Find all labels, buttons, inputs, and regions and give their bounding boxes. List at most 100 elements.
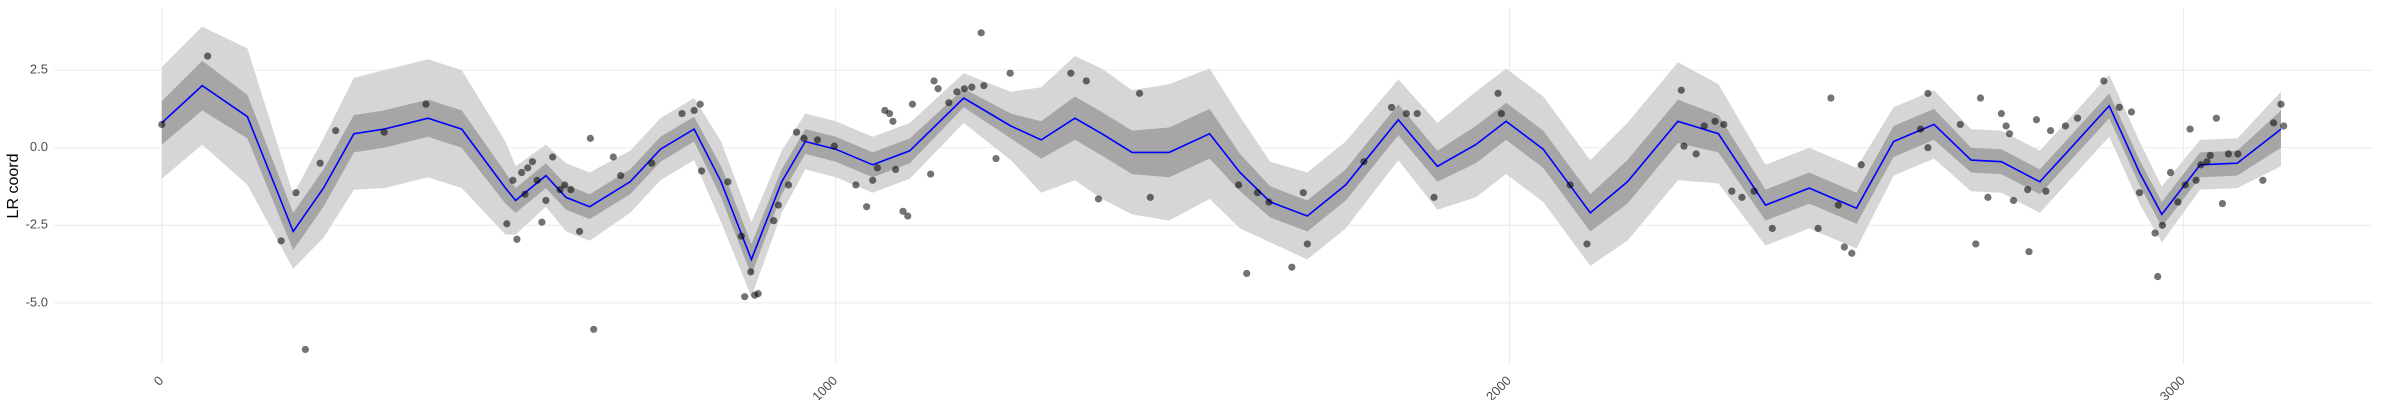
point bbox=[2135, 189, 2144, 197]
x-tick-label: 2000 bbox=[1483, 373, 1514, 400]
point bbox=[1700, 122, 1708, 130]
point bbox=[503, 220, 511, 228]
point bbox=[556, 186, 564, 194]
point bbox=[2009, 196, 2018, 205]
point bbox=[2270, 119, 2278, 127]
point bbox=[1827, 94, 1835, 102]
point bbox=[1840, 243, 1848, 251]
point bbox=[2073, 114, 2082, 122]
point bbox=[945, 99, 953, 107]
point bbox=[934, 85, 942, 93]
point bbox=[1082, 77, 1090, 85]
point bbox=[1956, 120, 1964, 129]
point bbox=[697, 167, 706, 175]
smooth-line bbox=[161, 84, 2282, 262]
point bbox=[617, 172, 625, 180]
point bbox=[1834, 201, 1842, 209]
point bbox=[2061, 122, 2070, 130]
point bbox=[2100, 77, 2108, 85]
point bbox=[2192, 176, 2200, 184]
point bbox=[1430, 193, 1438, 201]
point bbox=[2181, 181, 2189, 189]
point bbox=[292, 189, 300, 197]
point bbox=[1738, 193, 1746, 201]
y-tick-label: -5.0 bbox=[26, 294, 48, 309]
point bbox=[813, 136, 822, 144]
point bbox=[538, 218, 546, 226]
point bbox=[1750, 187, 1758, 195]
point bbox=[1402, 109, 1410, 118]
y-tick-label: 0.0 bbox=[30, 139, 48, 154]
point bbox=[2166, 168, 2175, 177]
point bbox=[158, 120, 166, 129]
point bbox=[380, 128, 388, 136]
point bbox=[518, 168, 526, 177]
point bbox=[784, 181, 793, 189]
point bbox=[1680, 142, 1688, 150]
point bbox=[1094, 195, 1103, 203]
point bbox=[741, 293, 749, 301]
point bbox=[678, 109, 686, 118]
point bbox=[2218, 199, 2227, 208]
point bbox=[521, 190, 529, 198]
point bbox=[737, 232, 745, 240]
point bbox=[1299, 189, 1307, 197]
point bbox=[2277, 100, 2285, 108]
point bbox=[904, 212, 912, 220]
y-tick-label: -2.5 bbox=[26, 217, 48, 232]
point bbox=[561, 181, 569, 189]
point bbox=[930, 77, 938, 85]
point bbox=[1848, 249, 1856, 257]
point bbox=[1566, 181, 1574, 189]
point bbox=[770, 217, 778, 225]
point bbox=[774, 201, 782, 209]
point bbox=[528, 158, 537, 166]
point bbox=[747, 268, 755, 276]
point bbox=[2280, 122, 2288, 130]
point bbox=[1288, 263, 1296, 271]
point bbox=[1997, 109, 2005, 118]
point bbox=[1768, 224, 1776, 233]
y-tick-label: 2.5 bbox=[30, 62, 48, 77]
point bbox=[968, 83, 976, 91]
point bbox=[1494, 89, 1502, 97]
point bbox=[960, 85, 968, 93]
point bbox=[301, 345, 309, 354]
point bbox=[1243, 269, 1251, 278]
point bbox=[2025, 248, 2033, 256]
x-tick-label: 1000 bbox=[809, 373, 840, 400]
point bbox=[2203, 158, 2211, 166]
point bbox=[1135, 89, 1144, 97]
point bbox=[509, 176, 517, 184]
point bbox=[1006, 69, 1014, 77]
point bbox=[800, 134, 808, 142]
point bbox=[2186, 125, 2194, 133]
point bbox=[869, 176, 877, 184]
point bbox=[1235, 181, 1243, 189]
point bbox=[1916, 125, 1925, 133]
point bbox=[792, 128, 801, 136]
point bbox=[1924, 89, 1932, 97]
point bbox=[724, 178, 732, 186]
point bbox=[1924, 144, 1932, 152]
point bbox=[609, 153, 617, 161]
point bbox=[873, 164, 882, 172]
point bbox=[1692, 150, 1700, 158]
point bbox=[980, 82, 988, 90]
point bbox=[2115, 103, 2123, 111]
point bbox=[590, 325, 598, 333]
x-tick-label: 0 bbox=[151, 373, 167, 389]
point bbox=[2259, 176, 2267, 184]
point bbox=[1583, 240, 1591, 248]
point bbox=[1720, 120, 1728, 129]
point bbox=[754, 290, 762, 298]
point bbox=[575, 227, 584, 236]
point bbox=[2158, 221, 2167, 229]
point bbox=[332, 127, 340, 135]
point bbox=[852, 181, 860, 189]
point bbox=[1387, 103, 1396, 111]
point bbox=[899, 207, 907, 215]
point bbox=[422, 100, 430, 108]
point bbox=[1984, 193, 1992, 201]
point bbox=[696, 100, 704, 108]
